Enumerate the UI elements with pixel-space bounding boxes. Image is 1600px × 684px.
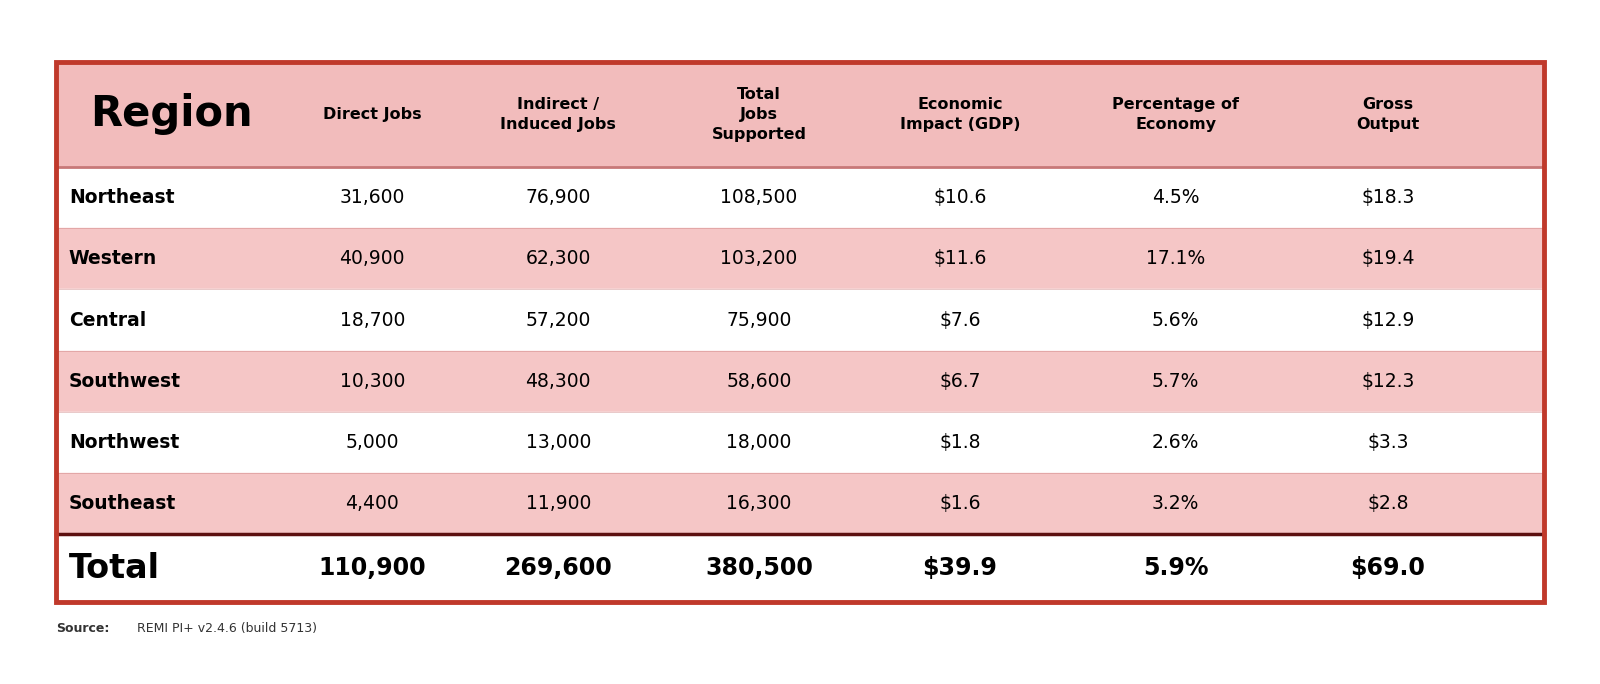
Text: 380,500: 380,500 <box>706 556 813 580</box>
Text: $2.8: $2.8 <box>1366 495 1408 513</box>
Text: 269,600: 269,600 <box>504 556 613 580</box>
Text: Gross
Output: Gross Output <box>1357 97 1419 131</box>
Bar <box>56 412 1544 473</box>
Text: 4,400: 4,400 <box>346 495 398 513</box>
Text: Western: Western <box>69 249 157 268</box>
Text: 11,900: 11,900 <box>525 495 590 513</box>
Bar <box>56 351 1544 412</box>
Text: $39.9: $39.9 <box>923 556 997 580</box>
Text: 18,000: 18,000 <box>726 433 792 452</box>
Text: $3.3: $3.3 <box>1366 433 1408 452</box>
Text: $11.6: $11.6 <box>933 249 987 268</box>
Text: $1.8: $1.8 <box>939 433 981 452</box>
Text: Southeast: Southeast <box>69 495 176 513</box>
Bar <box>56 167 1544 228</box>
Text: $19.4: $19.4 <box>1362 249 1414 268</box>
Text: 40,900: 40,900 <box>339 249 405 268</box>
Text: 18,700: 18,700 <box>339 311 405 330</box>
Text: 48,300: 48,300 <box>525 372 590 391</box>
Text: Region: Region <box>90 93 253 135</box>
Text: 16,300: 16,300 <box>726 495 792 513</box>
Text: $69.0: $69.0 <box>1350 556 1426 580</box>
Text: 13,000: 13,000 <box>525 433 590 452</box>
Text: Central: Central <box>69 311 146 330</box>
Text: $18.3: $18.3 <box>1362 188 1414 207</box>
Text: 17.1%: 17.1% <box>1146 249 1205 268</box>
Text: 2.6%: 2.6% <box>1152 433 1200 452</box>
Text: Northwest: Northwest <box>69 433 179 452</box>
Text: 110,900: 110,900 <box>318 556 426 580</box>
Text: Source:: Source: <box>56 622 109 635</box>
Text: $12.9: $12.9 <box>1362 311 1414 330</box>
Bar <box>56 62 1544 602</box>
Text: 5,000: 5,000 <box>346 433 398 452</box>
Bar <box>56 473 1544 534</box>
Bar <box>56 62 1544 167</box>
Bar <box>56 534 1544 602</box>
Text: $7.6: $7.6 <box>939 311 981 330</box>
Text: 10,300: 10,300 <box>339 372 405 391</box>
Text: 76,900: 76,900 <box>525 188 590 207</box>
Text: Economic
Impact (GDP): Economic Impact (GDP) <box>899 97 1021 131</box>
Bar <box>56 289 1544 351</box>
Text: Total
Jobs
Supported: Total Jobs Supported <box>712 87 806 142</box>
Text: $10.6: $10.6 <box>933 188 987 207</box>
Text: 31,600: 31,600 <box>339 188 405 207</box>
Text: Percentage of
Economy: Percentage of Economy <box>1112 97 1240 131</box>
Text: 5.7%: 5.7% <box>1152 372 1200 391</box>
Text: 4.5%: 4.5% <box>1152 188 1200 207</box>
Text: 3.2%: 3.2% <box>1152 495 1200 513</box>
Text: $1.6: $1.6 <box>939 495 981 513</box>
Text: REMI PI+ v2.4.6 (build 5713): REMI PI+ v2.4.6 (build 5713) <box>133 622 317 635</box>
Text: $12.3: $12.3 <box>1362 372 1414 391</box>
Bar <box>56 228 1544 289</box>
Text: Total: Total <box>69 552 160 585</box>
Text: $6.7: $6.7 <box>939 372 981 391</box>
Text: Indirect /
Induced Jobs: Indirect / Induced Jobs <box>501 97 616 131</box>
Text: 5.6%: 5.6% <box>1152 311 1200 330</box>
Text: 62,300: 62,300 <box>525 249 590 268</box>
Text: Southwest: Southwest <box>69 372 181 391</box>
Text: 75,900: 75,900 <box>726 311 792 330</box>
Text: 108,500: 108,500 <box>720 188 798 207</box>
Text: 103,200: 103,200 <box>720 249 798 268</box>
Text: 58,600: 58,600 <box>726 372 792 391</box>
Text: 5.9%: 5.9% <box>1142 556 1208 580</box>
Text: Direct Jobs: Direct Jobs <box>323 107 421 122</box>
Text: Northeast: Northeast <box>69 188 174 207</box>
Text: 57,200: 57,200 <box>525 311 590 330</box>
